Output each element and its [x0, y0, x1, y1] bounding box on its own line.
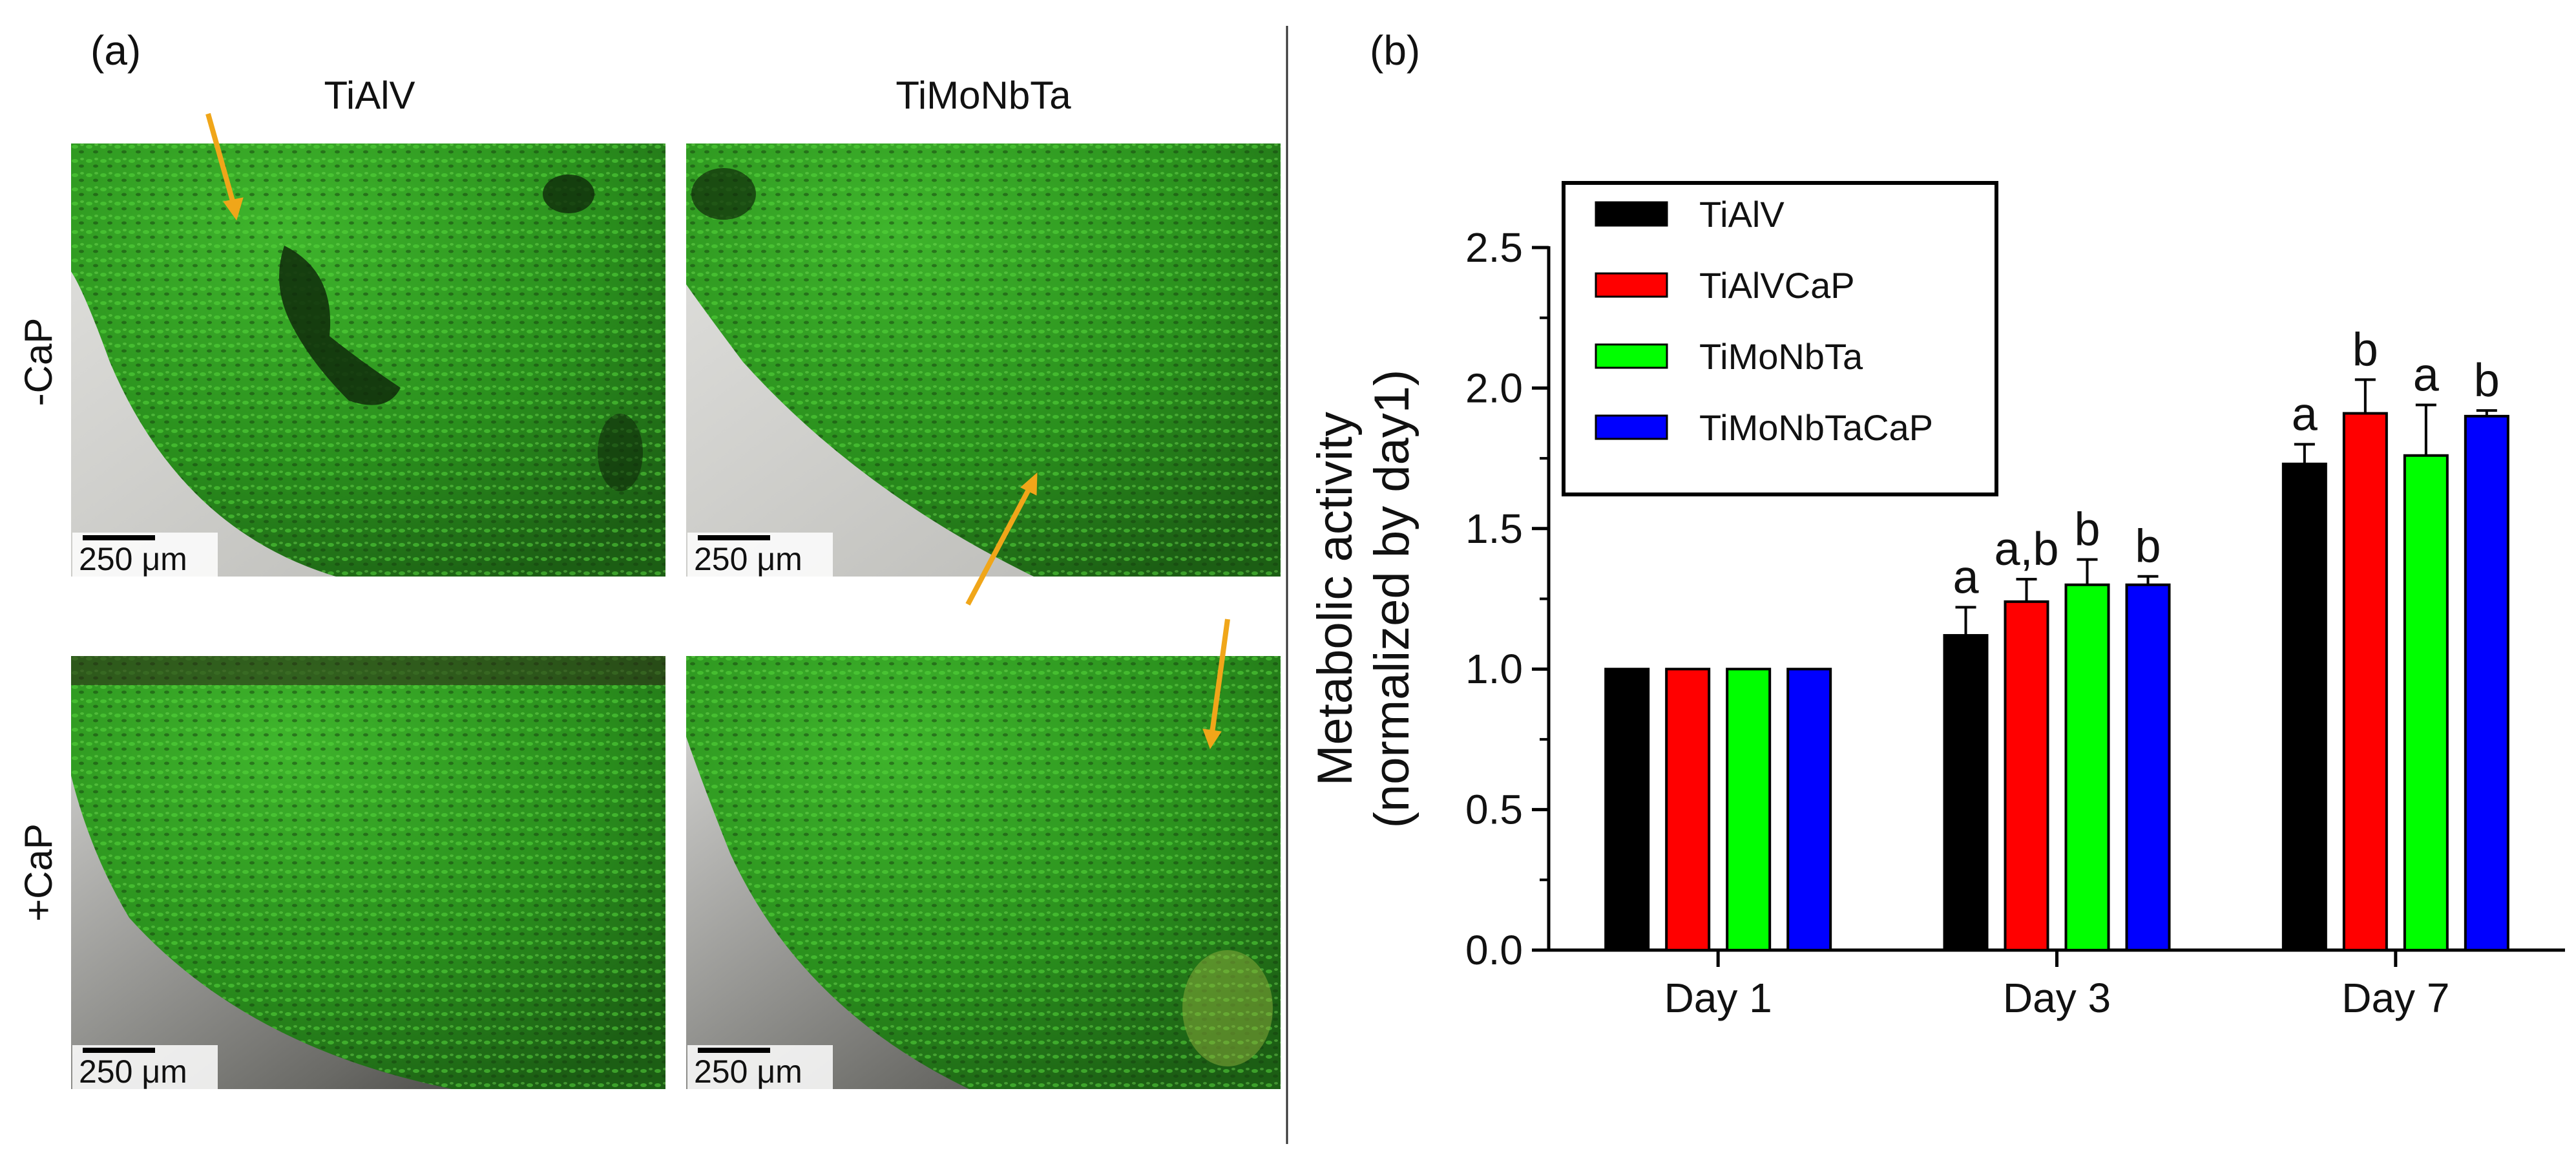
bar-timonbta	[2064, 583, 2110, 951]
arrowhead-1	[223, 197, 244, 221]
significance-label: b	[2352, 324, 2378, 376]
x-tick-label: Day 1	[1664, 975, 1772, 1021]
arrow-1	[205, 112, 236, 207]
legend-swatch-tialv	[1595, 201, 1668, 227]
scale-bar-label: 250 μm	[79, 1054, 187, 1090]
legend-box	[1562, 181, 1998, 496]
significance-label: b	[2135, 521, 2161, 573]
legend-label-timonbta: TiMoNbTa	[1699, 336, 1863, 377]
scale-bar-label: 250 μm	[79, 541, 187, 577]
legend-swatch-tialvcap	[1595, 272, 1668, 298]
significance-label: b	[2474, 355, 2500, 407]
bar-tialv	[2281, 462, 2327, 951]
bar-timonbta	[2403, 454, 2449, 951]
bar-timonbtacap	[2125, 583, 2171, 951]
micrograph-timonbta-plus-cap	[686, 656, 1281, 1089]
legend-label-timonbtacap: TiMoNbTaCaP	[1699, 407, 1933, 448]
y-tick-label: 2.5	[1465, 224, 1523, 271]
micrograph-tialv-minus-cap	[71, 143, 665, 577]
arrowhead-2	[1020, 472, 1038, 496]
significance-label: b	[2074, 504, 2100, 556]
arrow-2	[965, 485, 1033, 606]
bar-timonbta	[1726, 668, 1772, 951]
legend-label-tialvcap: TiAlVCaP	[1699, 265, 1855, 306]
legend-swatch-timonbtacap	[1595, 414, 1668, 440]
col-title-timonbta: TiMoNbTa	[895, 74, 1071, 117]
significance-label: a	[2292, 388, 2318, 440]
y-axis-label-line2: (normalized by day1)	[1365, 370, 1419, 829]
scale-bar-label: 250 μm	[694, 541, 802, 577]
significance-label: a	[2413, 349, 2440, 401]
scale-bar-1: 250 μm	[72, 533, 218, 577]
x-tick-label: Day 7	[2341, 975, 2449, 1021]
row-title-plus-cap: +CaP	[17, 823, 60, 922]
legend-label-tialv: TiAlV	[1699, 194, 1785, 235]
micrograph-tialv-plus-cap	[71, 656, 665, 1089]
bar-timonbtacap	[2464, 414, 2509, 951]
y-tick-label: 0.5	[1465, 787, 1523, 833]
y-tick-label: 1.5	[1465, 505, 1523, 552]
panel-a-label: (a)	[90, 27, 141, 74]
bar-timonbtacap	[1786, 668, 1832, 951]
significance-label: a,b	[1994, 524, 2058, 575]
significance-label: a	[1953, 552, 1979, 604]
arrow-3	[1209, 619, 1230, 734]
micrograph-timonbta-minus-cap	[686, 143, 1281, 577]
scale-bar-4: 250 μm	[687, 1045, 833, 1090]
scale-bar-3: 250 μm	[72, 1045, 218, 1090]
scale-bar-2: 250 μm	[687, 533, 833, 577]
arrowhead-3	[1202, 728, 1222, 750]
scale-bar-label: 250 μm	[694, 1054, 802, 1090]
x-tick-label: Day 3	[2003, 975, 2111, 1021]
bar-tialv	[1604, 668, 1650, 951]
row-title-minus-cap: -CaP	[17, 318, 60, 407]
y-tick-label: 1.0	[1465, 646, 1523, 692]
col-title-tialv: TiAlV	[324, 74, 415, 117]
bar-tialvcap	[1665, 668, 1711, 951]
bar-tialv	[1943, 634, 1989, 951]
y-axis-label-line1: Metabolic activity	[1308, 412, 1363, 786]
legend-swatch-timonbta	[1595, 343, 1668, 369]
bar-chart: 0.0 0.5 1.0 1.5 2.0 2.5 Metabolic activity (nor…	[1308, 181, 2565, 1021]
y-tick-label: 0.0	[1465, 927, 1523, 973]
y-tick-label: 2.0	[1465, 365, 1523, 411]
bar-tialvcap	[2004, 600, 2049, 951]
arrow-annotations	[205, 112, 1230, 750]
panel-b-label: (b)	[1370, 27, 1420, 74]
bar-tialvcap	[2342, 412, 2388, 951]
